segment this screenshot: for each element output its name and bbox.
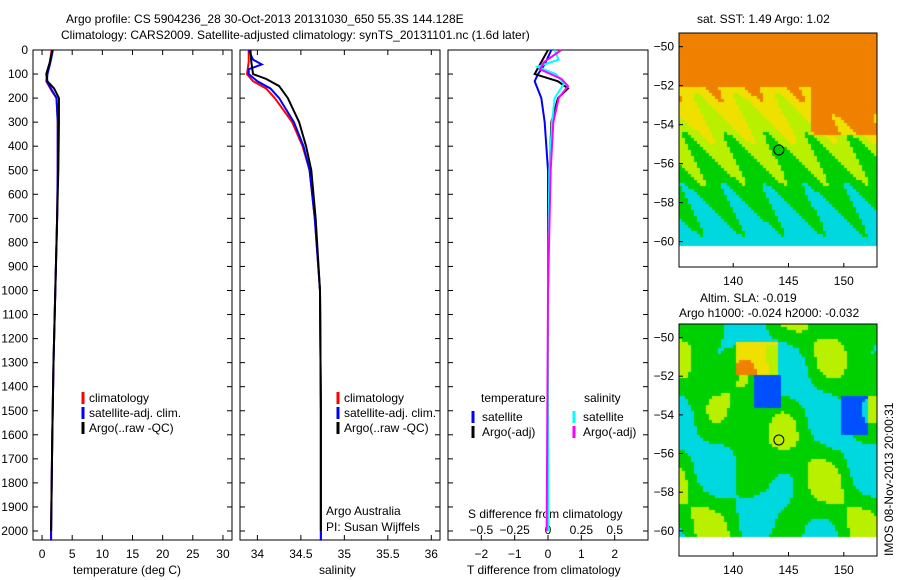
- map-y-tick-label: −56: [654, 157, 675, 171]
- sst-map-heatmap: [679, 33, 877, 267]
- y-tick-label: 1700: [1, 452, 28, 466]
- x-tick-label: 10: [96, 547, 110, 561]
- legend-label: Argo(-adj): [583, 425, 636, 439]
- temp-xlabel: temperature (deg C): [73, 563, 182, 577]
- x-tick-label: 0: [545, 547, 552, 561]
- legend-label: climatology: [344, 391, 404, 405]
- y-tick-label: 1000: [1, 284, 28, 298]
- x2-tick-label: 0.25: [570, 523, 594, 537]
- x-tick-label: −2: [474, 547, 488, 561]
- map-y-tick-label: −52: [654, 79, 675, 93]
- x-tick-label: 25: [186, 547, 200, 561]
- sal-annotation-2: PI: Susan Wijffels: [326, 520, 420, 534]
- y-tick-label: 600: [8, 187, 28, 201]
- y-tick-label: 800: [8, 235, 28, 249]
- legend-label: climatology: [89, 391, 149, 405]
- y-tick-label: 1400: [1, 380, 28, 394]
- y-tick-label: 2000: [1, 524, 28, 538]
- y-tick-label: 300: [8, 115, 28, 129]
- y-tick-label: 200: [8, 91, 28, 105]
- y-tick-label: 400: [8, 139, 28, 153]
- map-frame: [678, 323, 878, 557]
- y-tick-label: 1600: [1, 428, 28, 442]
- y-tick-label: 500: [8, 163, 28, 177]
- map-x-tick-label: 145: [778, 274, 798, 288]
- sla-map-title-1: Altim. SLA: -0.019: [700, 291, 797, 305]
- profile-line-s-argo-adj-: [538, 49, 570, 532]
- y-tick-label: 1900: [1, 500, 28, 514]
- legend-label: satellite-adj. clim.: [344, 406, 436, 420]
- sal-annotation-1: Argo Australia: [326, 504, 401, 518]
- axes-box-temperature: [32, 49, 233, 541]
- map-y-tick-label: −56: [654, 447, 675, 461]
- sst-map-title: sat. SST: 1.49 Argo: 1.02: [697, 12, 830, 26]
- map-y-tick-label: −50: [654, 331, 675, 345]
- title-line-1: Argo profile: CS 5904236_28 30-Oct-2013 …: [66, 12, 464, 26]
- x-tick-label: 1: [578, 547, 585, 561]
- legend-label: satellite: [482, 410, 523, 424]
- x-tick-label: 5: [69, 547, 76, 561]
- x-tick-label: 20: [156, 547, 170, 561]
- sla-map-title-2: Argo h1000: -0.024 h2000: -0.032: [679, 306, 860, 320]
- title-line-2: Climatology: CARS2009. Satellite-adjuste…: [61, 28, 530, 42]
- x-tick-label: 2: [611, 547, 618, 561]
- x2-tick-label: −0.5: [469, 523, 493, 537]
- map-y-tick-label: −58: [654, 485, 675, 499]
- profile-line-satellite-adj-clim-: [247, 49, 322, 541]
- y-tick-label: 1200: [1, 332, 28, 346]
- y-tick-label: 100: [8, 67, 28, 81]
- x-tick-label: 15: [126, 547, 140, 561]
- y-tick-label: 0: [21, 43, 28, 57]
- map-y-tick-label: −60: [654, 524, 675, 538]
- legend-label: Argo(..raw -QC): [89, 421, 174, 435]
- map-y-tick-label: −54: [654, 118, 675, 132]
- x-tick-label: 30: [216, 547, 230, 561]
- map-x-tick-label: 150: [834, 274, 854, 288]
- x2-tick-label: 0.5: [606, 523, 623, 537]
- x2-tick-label: −0.25: [499, 523, 530, 537]
- map-frame: [678, 32, 878, 268]
- map-y-tick-label: −54: [654, 408, 675, 422]
- y-tick-label: 900: [8, 259, 28, 273]
- legend-label: satellite-adj. clim.: [89, 406, 181, 420]
- profile-line-argo-raw-qc-: [249, 49, 322, 531]
- y-tick-label: 1800: [1, 476, 28, 490]
- legend-label: Argo(-adj): [482, 425, 535, 439]
- x-tick-label: −1: [508, 547, 522, 561]
- map-y-tick-label: −58: [654, 196, 675, 210]
- y-tick-label: 1500: [1, 404, 28, 418]
- map-x-tick-label: 140: [723, 274, 743, 288]
- x-tick-label: 36: [425, 547, 439, 561]
- diff-x2label: S difference from climatology: [468, 507, 623, 521]
- map-x-tick-label: 145: [778, 563, 798, 577]
- y-tick-label: 700: [8, 211, 28, 225]
- sla-map-heatmap: [679, 324, 877, 556]
- map-y-tick-label: −50: [654, 40, 675, 54]
- legend-header: salinity: [584, 391, 621, 405]
- map-x-tick-label: 140: [723, 563, 743, 577]
- x-tick-label: 0: [39, 547, 46, 561]
- y-tick-label: 1100: [2, 308, 28, 322]
- float-location-marker: [773, 144, 785, 156]
- legend-header: temperature: [481, 391, 546, 405]
- legend-label: Argo(..raw -QC): [344, 421, 429, 435]
- legend-label: satellite: [583, 410, 624, 424]
- axes-box-salinity: [239, 49, 441, 541]
- sal-xlabel: salinity: [319, 563, 356, 577]
- x-tick-label: 35.5: [376, 547, 400, 561]
- profile-line-argo-raw-qc-: [45, 49, 60, 532]
- x-tick-label: 34: [251, 547, 265, 561]
- y-tick-label: 1300: [1, 356, 28, 370]
- x-tick-label: 34.5: [289, 547, 313, 561]
- map-y-tick-label: −52: [654, 369, 675, 383]
- x-tick-label: 35: [338, 547, 352, 561]
- diff-xlabel: T difference from climatology: [467, 563, 621, 577]
- map-y-tick-label: −60: [654, 235, 675, 249]
- float-location-marker: [773, 434, 785, 446]
- map-x-tick-label: 150: [834, 563, 854, 577]
- profile-line-climatology: [245, 50, 322, 541]
